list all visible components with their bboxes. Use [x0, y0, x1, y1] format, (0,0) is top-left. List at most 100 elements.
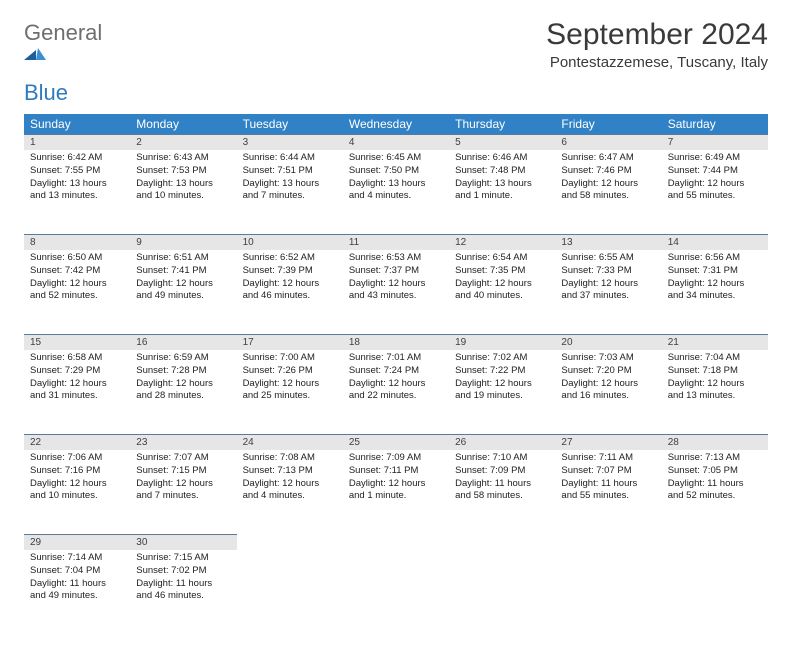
sunset-line: Sunset: 7:33 PM: [561, 265, 631, 276]
day-cell: Sunrise: 6:49 AM Sunset: 7:44 PM Daylight:…: [662, 150, 768, 235]
day-number: 23: [130, 435, 236, 450]
sunrise-line: Sunrise: 7:04 AM: [668, 352, 740, 363]
day-cell: [662, 550, 768, 634]
logo-mark-icon: [24, 44, 102, 60]
day-number-cell: 9: [130, 235, 236, 251]
day-cell: Sunrise: 7:10 AM Sunset: 7:09 PM Daylight:…: [449, 450, 555, 535]
daylight-line: Daylight: 13 hours and 13 minutes.: [30, 178, 107, 202]
sunrise-line: Sunrise: 7:00 AM: [243, 352, 315, 363]
weekday-header: Monday: [130, 114, 236, 135]
logo: General Blue: [24, 22, 102, 104]
sunset-line: Sunset: 7:37 PM: [349, 265, 419, 276]
daylight-line: Daylight: 12 hours and 1 minute.: [349, 478, 426, 502]
sunset-line: Sunset: 7:44 PM: [668, 165, 738, 176]
day-number: 11: [343, 235, 449, 250]
day-cell: Sunrise: 6:56 AMSunset: 7:31 PMDaylight:…: [662, 250, 768, 335]
daylight-line: Daylight: 12 hours and 46 minutes.: [243, 278, 320, 302]
page-title: September 2024: [546, 18, 768, 52]
sunset-line: Sunset: 7:42 PM: [30, 265, 100, 276]
daylight-line: Daylight: 13 hours and 1 minute.: [455, 178, 532, 202]
daylight-line: Daylight: 12 hours and 28 minutes.: [136, 378, 213, 402]
day-number-cell: 24: [237, 435, 343, 451]
daylight-line: Daylight: 12 hours and 55 minutes.: [668, 178, 745, 202]
day-cell: Sunrise: 7:08 AMSunset: 7:13 PMDaylight:…: [237, 450, 343, 535]
sunrise-line: Sunrise: 7:03 AM: [561, 352, 633, 363]
day-number-cell: 23: [130, 435, 236, 451]
daylight-line: Daylight: 12 hours and 37 minutes.: [561, 278, 638, 302]
day-number: 12: [449, 235, 555, 250]
sunset-line: Sunset: 7:09 PM: [455, 465, 525, 476]
weekday-header: Saturday: [662, 114, 768, 135]
day-number-cell: 21: [662, 335, 768, 351]
daylight-line: Daylight: 12 hours and 13 minutes.: [668, 378, 745, 402]
sunset-line: Sunset: 7:02 PM: [136, 565, 206, 576]
daylight-line: Daylight: 12 hours and 40 minutes.: [455, 278, 532, 302]
weekday-header: Sunday: [24, 114, 130, 135]
day-cell: Sunrise: 7:09 AMSunset: 7:11 PMDaylight:…: [343, 450, 449, 535]
sunrise-line: Sunrise: 7:02 AM: [455, 352, 527, 363]
sunrise-line: Sunrise: 7:10 AM: [455, 452, 527, 463]
day-cell: Sunrise: 7:11 AMSunset: 7:07 PMDaylight:…: [555, 450, 661, 535]
day-number-cell: 1: [24, 135, 130, 151]
day-number-cell: 12: [449, 235, 555, 251]
day-number: 22: [24, 435, 130, 450]
day-number: 24: [237, 435, 343, 450]
day-number-cell: 26: [449, 435, 555, 451]
day-number: 8: [24, 235, 130, 250]
daylight-line: Daylight: 11 hours and 55 minutes.: [561, 478, 637, 502]
day-number-cell: 14: [662, 235, 768, 251]
day-cell: [237, 550, 343, 634]
day-number: 19: [449, 335, 555, 350]
daylight-line: Daylight: 12 hours and 31 minutes.: [30, 378, 107, 402]
day-number: 25: [343, 435, 449, 450]
logo-text-general: General: [24, 20, 102, 45]
daylight-line: Daylight: 13 hours and 10 minutes.: [136, 178, 213, 202]
day-number: 21: [662, 335, 768, 350]
day-number: 1: [24, 135, 130, 150]
daylight-line: Daylight: 12 hours and 16 minutes.: [561, 378, 638, 402]
sunrise-line: Sunrise: 7:09 AM: [349, 452, 421, 463]
sunrise-line: Sunrise: 6:56 AM: [668, 252, 740, 263]
sunrise-line: Sunrise: 6:49 AM: [668, 152, 740, 163]
day-cell: Sunrise: 7:14 AMSunset: 7:04 PMDaylight:…: [24, 550, 130, 634]
sunset-line: Sunset: 7:28 PM: [136, 365, 206, 376]
day-cell: Sunrise: 6:53 AMSunset: 7:37 PMDaylight:…: [343, 250, 449, 335]
daylight-line: Daylight: 11 hours and 58 minutes.: [455, 478, 531, 502]
day-cell: Sunrise: 6:43 AMSunset: 7:53 PMDaylight:…: [130, 150, 236, 235]
day-number-cell: 2: [130, 135, 236, 151]
sunrise-line: Sunrise: 6:54 AM: [455, 252, 527, 263]
day-number-cell: 10: [237, 235, 343, 251]
day-number-cell: [343, 535, 449, 551]
daylight-line: Daylight: 12 hours and 4 minutes.: [243, 478, 320, 502]
sunrise-line: Sunrise: 6:44 AM: [243, 152, 315, 163]
day-number-cell: 19: [449, 335, 555, 351]
day-number-cell: 13: [555, 235, 661, 251]
sunset-line: Sunset: 7:05 PM: [668, 465, 738, 476]
sunset-line: Sunset: 7:46 PM: [561, 165, 631, 176]
day-number: 16: [130, 335, 236, 350]
day-number-cell: [237, 535, 343, 551]
day-number: 4: [343, 135, 449, 150]
daylight-line: Daylight: 12 hours and 58 minutes.: [561, 178, 638, 202]
sunrise-line: Sunrise: 6:52 AM: [243, 252, 315, 263]
sunrise-line: Sunrise: 6:42 AM: [30, 152, 102, 163]
day-number: 20: [555, 335, 661, 350]
location-label: Pontestazzemese, Tuscany, Italy: [546, 54, 768, 71]
sunset-line: Sunset: 7:04 PM: [30, 565, 100, 576]
day-number: 30: [130, 535, 236, 550]
day-number-cell: 5: [449, 135, 555, 151]
sunrise-line: Sunrise: 6:43 AM: [136, 152, 208, 163]
day-number-cell: 4: [343, 135, 449, 151]
day-cell: Sunrise: 6:58 AMSunset: 7:29 PMDaylight:…: [24, 350, 130, 435]
daylight-line: Daylight: 12 hours and 34 minutes.: [668, 278, 745, 302]
sunrise-line: Sunrise: 6:55 AM: [561, 252, 633, 263]
day-number-cell: 17: [237, 335, 343, 351]
daylight-line: Daylight: 12 hours and 43 minutes.: [349, 278, 426, 302]
sunrise-line: Sunrise: 6:46 AM: [455, 152, 527, 163]
day-number: 29: [24, 535, 130, 550]
day-number-cell: 30: [130, 535, 236, 551]
day-cell: Sunrise: 7:00 AMSunset: 7:26 PMDaylight:…: [237, 350, 343, 435]
sunrise-line: Sunrise: 6:47 AM: [561, 152, 633, 163]
day-cell: Sunrise: 7:04 AMSunset: 7:18 PMDaylight:…: [662, 350, 768, 435]
day-cell: [555, 550, 661, 634]
